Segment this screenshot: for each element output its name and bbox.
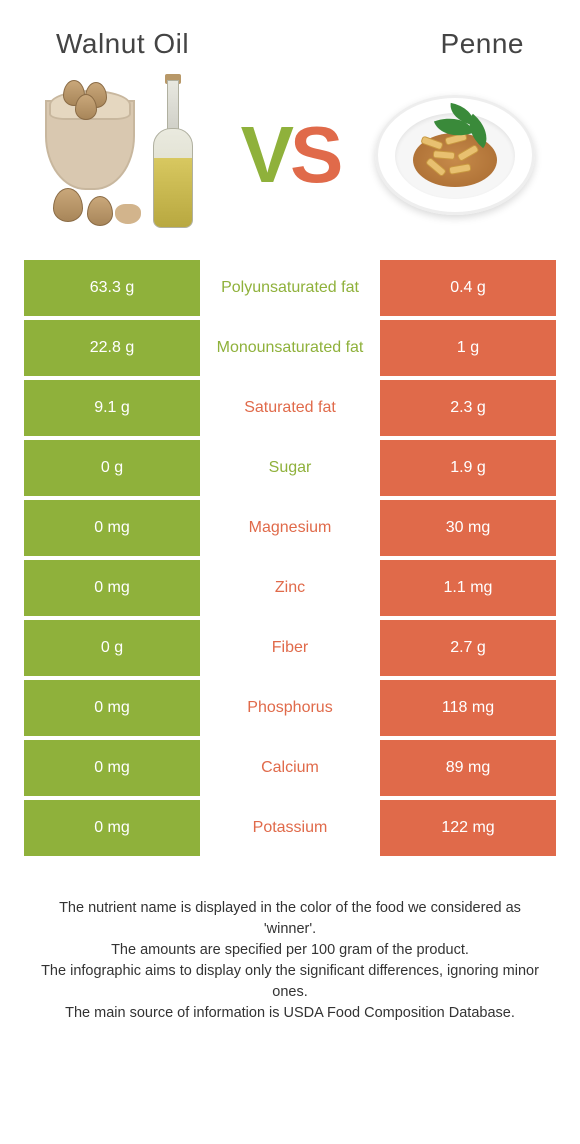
left-value: 0 mg [24, 500, 200, 556]
table-row: 0 mgMagnesium30 mg [24, 500, 556, 556]
table-row: 0 mgZinc1.1 mg [24, 560, 556, 616]
left-value: 0 mg [24, 560, 200, 616]
nutrient-label: Saturated fat [200, 380, 380, 436]
left-value: 0 g [24, 440, 200, 496]
right-food-title: Penne [441, 28, 524, 60]
left-value: 0 mg [24, 680, 200, 736]
left-value: 22.8 g [24, 320, 200, 376]
left-value: 63.3 g [24, 260, 200, 316]
right-value: 2.7 g [380, 620, 556, 676]
vs-label: VS [241, 115, 340, 195]
nutrient-label: Fiber [200, 620, 380, 676]
table-row: 63.3 gPolyunsaturated fat0.4 g [24, 260, 556, 316]
walnut-oil-icon [45, 80, 205, 230]
table-row: 0 mgPhosphorus118 mg [24, 680, 556, 736]
vs-v: V [241, 110, 290, 199]
nutrient-label: Magnesium [200, 500, 380, 556]
footer-notes: The nutrient name is displayed in the co… [0, 860, 580, 1024]
table-row: 22.8 gMonounsaturated fat1 g [24, 320, 556, 376]
left-value: 0 g [24, 620, 200, 676]
hero-row: VS [0, 60, 580, 260]
table-row: 0 gSugar1.9 g [24, 440, 556, 496]
nutrient-label: Calcium [200, 740, 380, 796]
title-row: Walnut oil Penne [0, 0, 580, 60]
right-food-image [370, 80, 540, 230]
right-value: 122 mg [380, 800, 556, 856]
footer-line: The amounts are specified per 100 gram o… [40, 940, 540, 961]
right-value: 118 mg [380, 680, 556, 736]
footer-line: The infographic aims to display only the… [40, 961, 540, 1003]
table-row: 9.1 gSaturated fat2.3 g [24, 380, 556, 436]
left-food-image [40, 80, 210, 230]
right-value: 1.9 g [380, 440, 556, 496]
nutrient-label: Phosphorus [200, 680, 380, 736]
table-row: 0 mgCalcium89 mg [24, 740, 556, 796]
nutrient-label: Potassium [200, 800, 380, 856]
left-food-title: Walnut oil [56, 28, 189, 60]
right-value: 30 mg [380, 500, 556, 556]
vs-s: S [290, 110, 339, 199]
comparison-table: 63.3 gPolyunsaturated fat0.4 g22.8 gMono… [0, 260, 580, 856]
nutrient-label: Monounsaturated fat [200, 320, 380, 376]
footer-line: The nutrient name is displayed in the co… [40, 898, 540, 940]
footer-line: The main source of information is USDA F… [40, 1003, 540, 1024]
nutrient-label: Zinc [200, 560, 380, 616]
nutrient-label: Sugar [200, 440, 380, 496]
right-value: 1.1 mg [380, 560, 556, 616]
right-value: 2.3 g [380, 380, 556, 436]
table-row: 0 mgPotassium122 mg [24, 800, 556, 856]
penne-icon [375, 85, 535, 225]
left-value: 0 mg [24, 740, 200, 796]
left-value: 9.1 g [24, 380, 200, 436]
left-value: 0 mg [24, 800, 200, 856]
right-value: 89 mg [380, 740, 556, 796]
right-value: 0.4 g [380, 260, 556, 316]
right-value: 1 g [380, 320, 556, 376]
nutrient-label: Polyunsaturated fat [200, 260, 380, 316]
table-row: 0 gFiber2.7 g [24, 620, 556, 676]
